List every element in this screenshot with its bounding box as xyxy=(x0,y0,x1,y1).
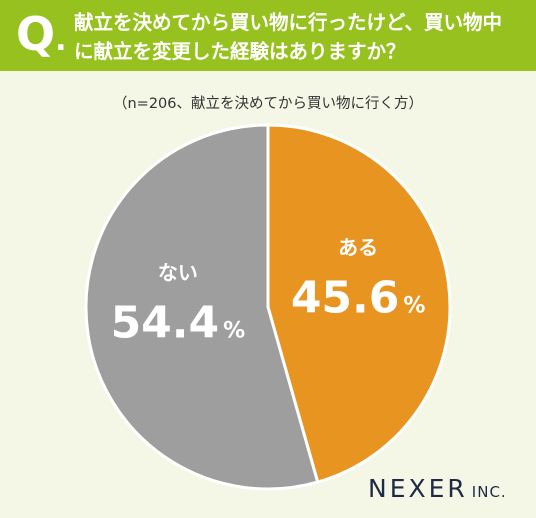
question-text: 献立を決めてから買い物に行ったけど、買い物中 に献立を変更した経験はありますか？ xyxy=(74,8,532,66)
slice-value-1: 45.6% xyxy=(291,272,426,323)
slice-value-2: 54.4% xyxy=(111,298,246,349)
pie-slice-2 xyxy=(84,123,320,491)
chart-subtitle: （n=206、献立を決めてから買い物に行く方） xyxy=(112,96,423,112)
question-line-2: に献立を変更した経験はありますか？ xyxy=(74,40,406,63)
slice-label-1: ある xyxy=(338,235,378,259)
question-line-1: 献立を決めてから買い物に行ったけど、買い物中 xyxy=(74,11,503,34)
nexer-logo: NEXER INC. xyxy=(368,474,507,503)
slice-label-2: ない xyxy=(158,261,198,285)
question-header: Q. 献立を決めてから買い物に行ったけど、買い物中 に献立を変更した経験はありま… xyxy=(0,0,536,71)
pie-slice-1 xyxy=(266,123,452,484)
q-mark: Q. xyxy=(16,7,67,61)
logo-main-text: NEXER xyxy=(368,474,468,503)
logo-suffix-text: INC. xyxy=(471,483,507,501)
